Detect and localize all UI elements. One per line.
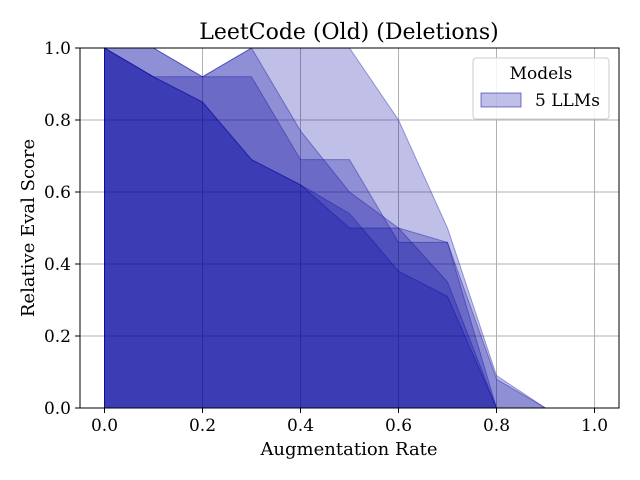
legend-title: Models bbox=[510, 64, 573, 84]
legend-entry-label: 5 LLMs bbox=[535, 91, 600, 111]
y-tick-label: 0.0 bbox=[44, 399, 71, 419]
x-tick-label: 0.4 bbox=[287, 416, 314, 436]
chart-title: LeetCode (Old) (Deletions) bbox=[199, 20, 498, 45]
x-tick-label: 0.2 bbox=[189, 416, 216, 436]
legend-box bbox=[472, 57, 610, 120]
y-tick-label: 0.4 bbox=[44, 255, 71, 275]
plot-frame bbox=[79, 47, 620, 409]
legend-swatch bbox=[480, 92, 522, 108]
x-axis-label: Augmentation Rate bbox=[259, 439, 437, 460]
x-ticks: 0.0 0.2 0.4 0.6 0.8 1.0 bbox=[91, 408, 608, 436]
x-tick-label: 0.0 bbox=[91, 416, 118, 436]
x-tick-label: 0.6 bbox=[385, 416, 412, 436]
x-tick-label: 0.8 bbox=[483, 416, 510, 436]
y-tick-label: 1.0 bbox=[44, 39, 71, 59]
areas bbox=[104, 47, 595, 409]
y-axis-label: Relative Eval Score bbox=[18, 139, 39, 317]
legend: Models 5 LLMs bbox=[472, 57, 610, 120]
y-tick-label: 0.6 bbox=[44, 183, 71, 203]
x-tick-label: 1.0 bbox=[581, 416, 608, 436]
y-ticks: 0.0 0.2 0.4 0.6 0.8 1.0 bbox=[44, 39, 80, 419]
y-tick-label: 0.8 bbox=[44, 111, 71, 131]
y-tick-label: 0.2 bbox=[44, 327, 71, 347]
